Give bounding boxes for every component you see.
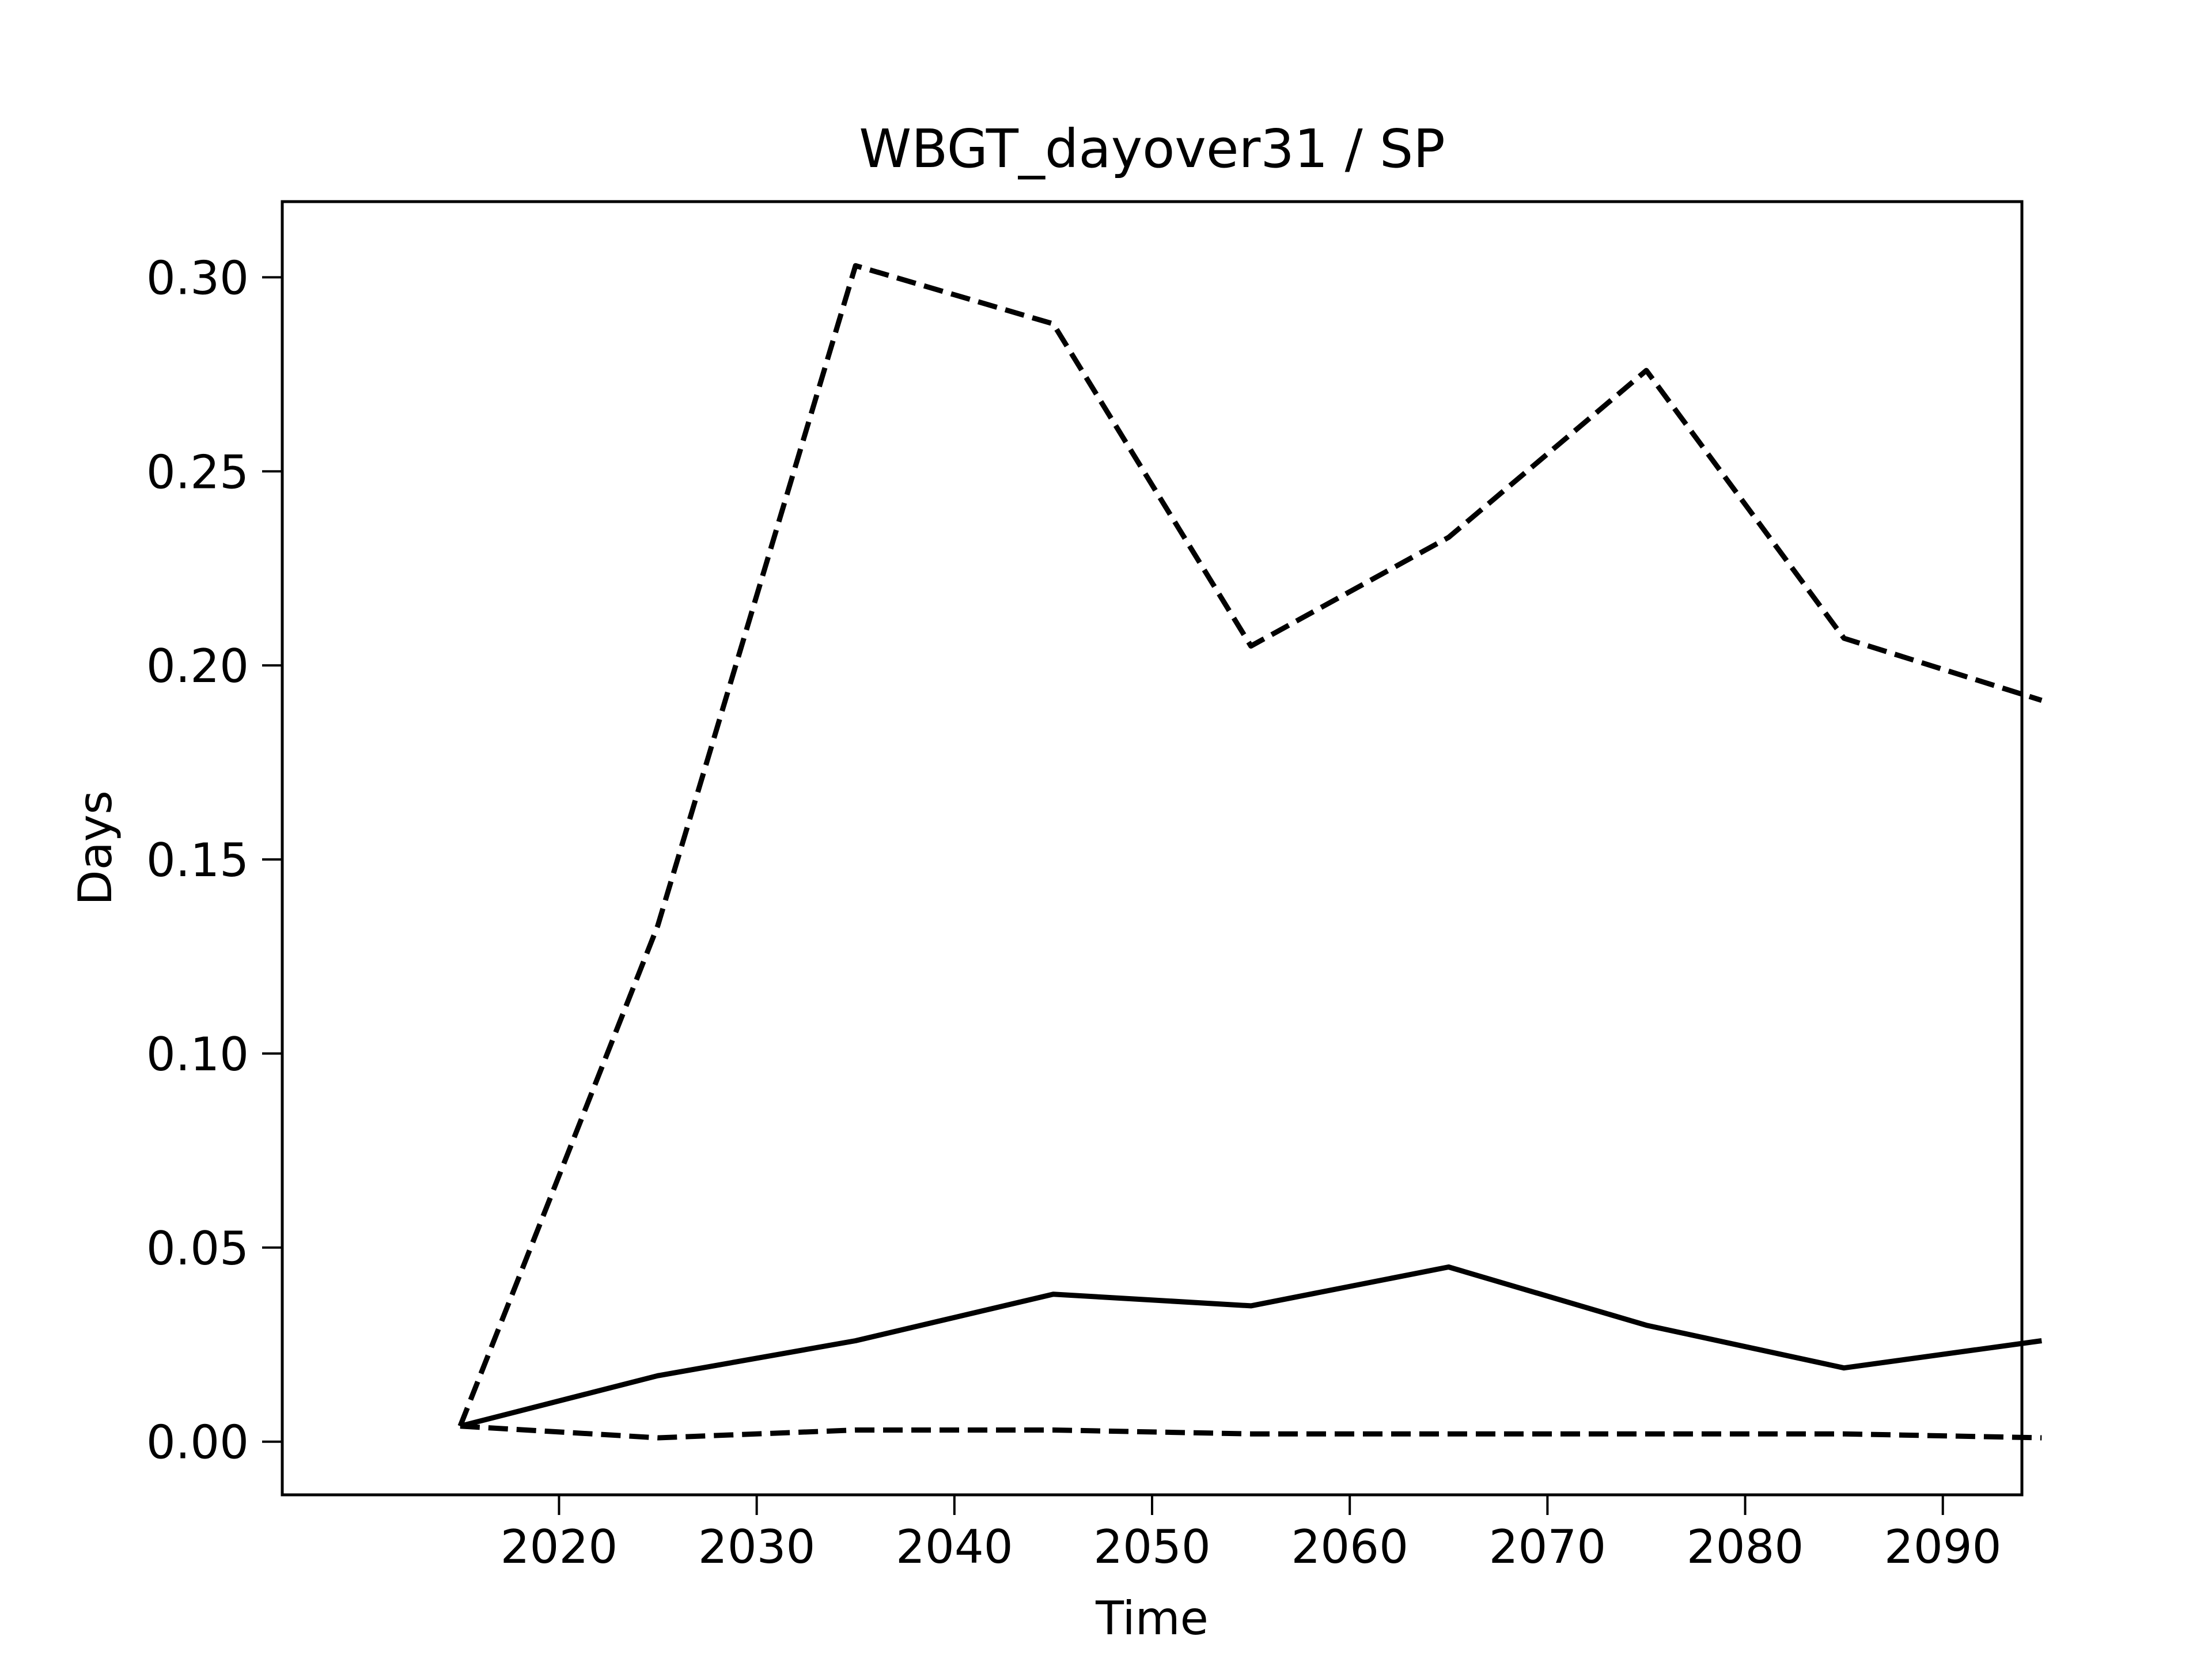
plot-lines <box>457 263 2043 1441</box>
y-axis-label: Days <box>69 790 122 906</box>
series-line-3 <box>460 1423 2042 1441</box>
series-line-1 <box>457 263 2043 1427</box>
x-tick-label: 2040 <box>896 1520 1013 1574</box>
y-tick-label: 0.15 <box>146 834 249 887</box>
x-tick-label: 2020 <box>501 1520 618 1574</box>
x-tick-label: 2050 <box>1093 1520 1211 1574</box>
x-tick-label: 2080 <box>1687 1520 1804 1574</box>
x-tick-label: 2060 <box>1291 1520 1408 1574</box>
y-tick-label: 0.00 <box>146 1416 249 1469</box>
plot-frame <box>281 200 2024 1497</box>
x-tick-label: 2090 <box>1884 1520 2002 1574</box>
x-axis: 2020 2030 2040 2050 2060 2070 2080 2090 <box>501 1495 2002 1574</box>
y-tick-label: 0.25 <box>146 445 249 499</box>
y-axis: 0.00 0.05 0.10 0.15 0.20 0.25 0.30 <box>146 251 282 1469</box>
y-tick-label: 0.10 <box>146 1028 249 1081</box>
y-tick-label: 0.20 <box>146 639 249 693</box>
y-tick-label: 0.30 <box>146 251 249 305</box>
series-line-2 <box>459 1264 2042 1429</box>
x-axis-label: Time <box>1095 1592 1209 1645</box>
x-tick-label: 2030 <box>698 1520 816 1574</box>
y-tick-label: 0.05 <box>146 1222 249 1275</box>
x-tick-label: 2070 <box>1489 1520 1607 1574</box>
chart-title: WBGT_dayover31 / SP <box>859 118 1445 180</box>
